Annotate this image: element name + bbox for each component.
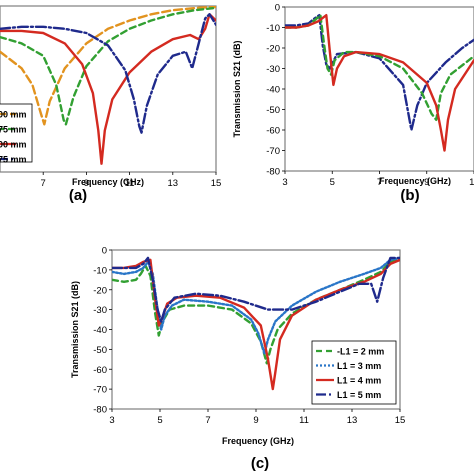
- series-group: [112, 256, 400, 391]
- x-tick-label: 7: [377, 177, 382, 188]
- y-tick-label: -10: [93, 265, 107, 276]
- y-tick-label: 0: [102, 246, 107, 257]
- series-line-4: [112, 256, 400, 323]
- x-tick-label: 11: [469, 177, 474, 188]
- x-tick-label: 11: [125, 178, 135, 189]
- y-axis-label: Transmission S21 (dB): [70, 281, 80, 378]
- y-axis-label: Transmission S21 (dB): [232, 40, 242, 137]
- y-tick-label: -60: [93, 365, 107, 376]
- legend-entry-label: 75 mm: [0, 155, 27, 165]
- x-tick-label: 9: [253, 415, 258, 426]
- legend-entry-label: 00 mm: [0, 140, 27, 150]
- series-line-2: [0, 6, 216, 126]
- panel-caption: (b): [400, 187, 419, 204]
- legend-entry-label: 00 mm: [0, 110, 27, 120]
- x-tick-label: 9: [424, 177, 429, 188]
- series-group: [0, 6, 216, 165]
- x-tick-label: 15: [211, 178, 222, 189]
- y-tick-label: -30: [266, 64, 280, 75]
- x-tick-label: 7: [205, 415, 210, 426]
- y-tick-label: -70: [93, 385, 107, 396]
- x-tick-label: 3: [109, 415, 114, 426]
- legend-entry-label: L1 = 5 mm: [337, 390, 381, 400]
- y-tick-label: -10: [266, 23, 280, 34]
- x-tick-label: 15: [395, 415, 406, 426]
- y-tick-label: -30: [93, 305, 107, 316]
- x-tick-label: 9: [84, 178, 89, 189]
- series-group: [285, 13, 474, 152]
- legend-entry-label: L1 = 3 mm: [337, 361, 381, 371]
- x-axis-label: Frequency (GHz): [222, 436, 294, 446]
- legend-entry-label: L1 = 4 mm: [337, 376, 381, 386]
- panel-a: 7 9 11 13 15 Frequency (GHz) 00 mm 75 mm 00 mm 75…: [0, 5, 222, 204]
- x-tick-label: 5: [157, 415, 162, 426]
- y-tick-label: -20: [266, 44, 280, 55]
- x-tick-label: 7: [41, 178, 46, 189]
- y-tick-label: -60: [266, 126, 280, 137]
- x-tick-label: 3: [282, 177, 287, 188]
- panel-b: 3 5 7 9 11 0 -10 -20 -30 -40 -50 -60 -70 -80 Frequency…: [232, 3, 474, 204]
- plot-area-frame: [0, 5, 217, 173]
- x-axis-label: Frequency (GHz): [379, 176, 451, 186]
- x-tick-label: 5: [330, 177, 335, 188]
- y-tick-label: 0: [275, 3, 280, 14]
- y-tick-label: -70: [266, 146, 280, 157]
- panel-c: 3 5 7 9 11 13 15 0 -10 -20 -30 -40 -50 -60 -70 -80 Frequ…: [70, 246, 405, 473]
- legend-entry-label: -L1 = 2 mm: [337, 347, 384, 357]
- x-tick-label: 13: [347, 415, 358, 426]
- y-tick-label: -50: [93, 345, 107, 356]
- y-tick-label: -40: [93, 325, 107, 336]
- x-tick-label: 11: [299, 415, 309, 426]
- series-line-3: [112, 258, 400, 391]
- y-tick-label: -80: [93, 405, 107, 416]
- series-line-3: [285, 13, 474, 152]
- x-tick-label: 13: [168, 178, 179, 189]
- panel-caption: (c): [251, 455, 269, 472]
- legend-entry-label: 75 mm: [0, 125, 27, 135]
- y-tick-label: -50: [266, 105, 280, 116]
- y-tick-label: -20: [93, 285, 107, 296]
- y-tick-label: -80: [266, 167, 280, 178]
- series-line-1: [0, 6, 216, 126]
- series-line-4: [0, 13, 216, 134]
- y-tick-label: -40: [266, 85, 280, 96]
- x-axis-label: Frequency (GHz): [72, 177, 144, 187]
- panel-caption: (a): [69, 187, 87, 204]
